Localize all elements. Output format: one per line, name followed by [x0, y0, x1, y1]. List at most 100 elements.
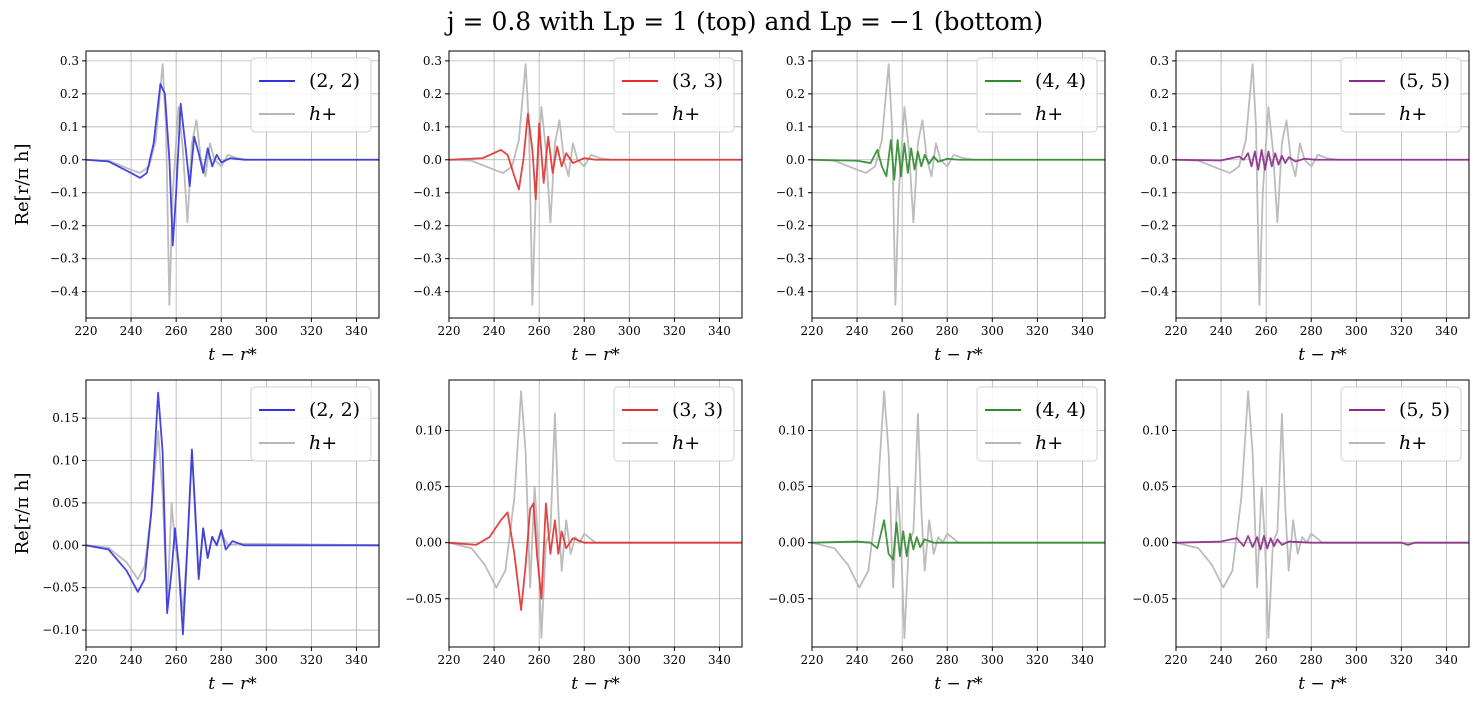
x-tick-label: 260 — [891, 653, 914, 667]
x-tick-label: 260 — [1255, 324, 1278, 338]
x-tick-label: 280 — [573, 653, 596, 667]
legend: (5, 5) h+ — [1340, 57, 1462, 133]
x-tick-label: 340 — [345, 324, 368, 338]
series-line-h-plus — [1176, 63, 1469, 306]
panel-bottom-3: 220 240 260 280 300 320 340 0.10 0.05 0.00 −0.05 (4… — [768, 379, 1106, 694]
y-tick-label: −0.4 — [413, 285, 443, 299]
x-axis-label: t − r* — [208, 674, 257, 694]
y-axis-label: Re[r/π h] — [12, 143, 33, 225]
series-line-h-plus — [812, 390, 1105, 639]
x-tick-label: 300 — [255, 324, 278, 338]
y-tick-label: 0.2 — [423, 87, 442, 101]
panel-bottom-2: 220 240 260 280 300 320 340 0.10 0.05 0.00 −0.05 (3… — [405, 379, 743, 694]
x-tick-label: 240 — [846, 324, 869, 338]
x-axis-label: t − r* — [571, 674, 620, 694]
x-tick-label: 320 — [1390, 653, 1413, 667]
y-tick-label: −0.4 — [50, 285, 80, 299]
plot-frame — [85, 379, 380, 648]
series-line-mode — [86, 391, 379, 636]
legend-label: (3, 3) — [672, 70, 723, 92]
x-tick-label: 280 — [936, 653, 959, 667]
y-tick-label: 0.1 — [423, 120, 442, 134]
x-tick-label: 300 — [618, 653, 641, 667]
legend-label: (4, 4) — [1035, 70, 1086, 92]
x-tick-label: 300 — [981, 653, 1004, 667]
legend-label: h+ — [1035, 432, 1063, 454]
x-tick-label: 340 — [1071, 653, 1094, 667]
x-tick-label: 280 — [210, 324, 233, 338]
x-tick-label: 300 — [1345, 653, 1368, 667]
series-line-mode — [449, 112, 742, 201]
y-tick-label: −0.1 — [413, 186, 442, 200]
x-tick-label: 300 — [1345, 324, 1368, 338]
x-tick-label: 280 — [573, 324, 596, 338]
legend: (4, 4) h+ — [976, 57, 1098, 133]
y-tick-label: −0.2 — [50, 219, 79, 233]
x-tick-label: 340 — [708, 324, 731, 338]
x-tick-label: 320 — [1026, 653, 1049, 667]
x-axis-label: t − r* — [1298, 674, 1347, 694]
y-tick-label: 0.10 — [1142, 423, 1169, 437]
y-tick-label: 0.10 — [778, 423, 805, 437]
y-tick-label: 0.05 — [52, 496, 79, 510]
figure-title: j = 0.8 with Lp = 1 (top) and Lp = −1 (b… — [444, 7, 1043, 36]
y-tick-label: 0.3 — [1150, 54, 1169, 68]
panel-top-2: 220 240 260 280 300 320 340 0.3 0.2 0.1 0.0 −0.1 −0.… — [413, 50, 743, 365]
legend: (2, 2) h+ — [250, 386, 372, 462]
x-tick-label: 260 — [891, 324, 914, 338]
x-axis-label: t − r* — [934, 345, 983, 365]
x-axis-label: t − r* — [571, 345, 620, 365]
plot-frame — [811, 50, 1106, 319]
x-tick-label: 300 — [255, 653, 278, 667]
x-tick-label: 320 — [663, 324, 686, 338]
legend-label: h+ — [1399, 432, 1427, 454]
x-tick-label: 220 — [75, 324, 98, 338]
series-line-h-plus — [449, 390, 742, 639]
y-tick-label: 0.0 — [786, 153, 805, 167]
y-tick-label: 0.3 — [60, 54, 79, 68]
plot-frame — [1175, 50, 1470, 319]
x-tick-label: 260 — [528, 324, 551, 338]
x-tick-label: 340 — [708, 653, 731, 667]
y-tick-label: −0.05 — [1132, 592, 1169, 606]
y-tick-label: 0.2 — [60, 87, 79, 101]
plot-frame — [1175, 379, 1470, 648]
legend: (4, 4) h+ — [976, 386, 1098, 462]
y-tick-label: 0.05 — [415, 480, 442, 494]
x-tick-label: 220 — [1165, 653, 1188, 667]
legend-label: (5, 5) — [1399, 70, 1450, 92]
x-tick-label: 220 — [801, 324, 824, 338]
legend-label: h+ — [309, 103, 337, 125]
legend-label: (2, 2) — [309, 70, 360, 92]
x-tick-label: 280 — [1300, 653, 1323, 667]
y-tick-label: −0.2 — [413, 219, 442, 233]
x-tick-label: 320 — [1026, 324, 1049, 338]
y-tick-label: 0.00 — [52, 538, 79, 552]
x-tick-label: 220 — [75, 653, 98, 667]
x-tick-label: 280 — [1300, 324, 1323, 338]
y-tick-label: −0.4 — [776, 285, 806, 299]
y-tick-label: −0.05 — [405, 592, 442, 606]
plot-frame — [448, 379, 743, 648]
x-tick-label: 260 — [165, 653, 188, 667]
y-tick-label: 0.1 — [786, 120, 805, 134]
panel-top-3: 220 240 260 280 300 320 340 0.3 0.2 0.1 0.0 −0.1 −0.… — [776, 50, 1106, 365]
x-tick-label: 320 — [663, 653, 686, 667]
series-line-h-plus — [1176, 390, 1469, 639]
series-line-mode — [812, 519, 1105, 561]
x-tick-label: 300 — [618, 324, 641, 338]
x-tick-label: 240 — [846, 653, 869, 667]
x-tick-label: 340 — [1435, 324, 1458, 338]
series-line-h-plus — [449, 63, 742, 306]
x-tick-label: 320 — [300, 324, 323, 338]
panel-bottom-4: 220 240 260 280 300 320 340 0.10 0.05 0.00 −0.05 (5… — [1132, 379, 1470, 694]
x-axis-label: t − r* — [934, 674, 983, 694]
y-tick-label: −0.3 — [1140, 252, 1169, 266]
y-tick-label: 0.10 — [52, 454, 79, 468]
x-tick-label: 340 — [1435, 653, 1458, 667]
y-tick-label: −0.1 — [1140, 186, 1169, 200]
y-tick-label: −0.1 — [50, 186, 79, 200]
x-tick-label: 300 — [981, 324, 1004, 338]
